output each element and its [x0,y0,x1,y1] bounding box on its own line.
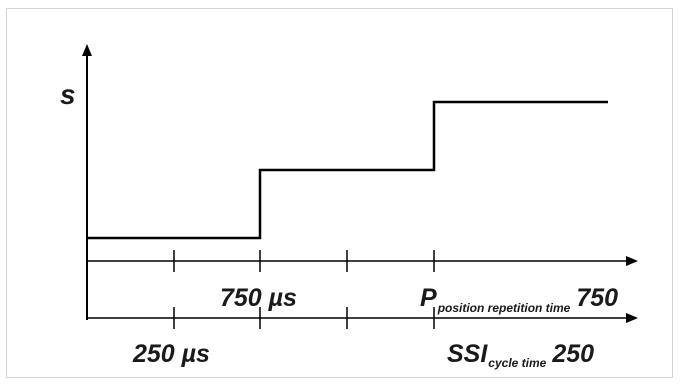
time-axis-position-ticks [173,250,435,272]
step-signal-line [87,100,608,240]
y-axis-label: s [60,79,76,110]
axis2-end-label: SSIcycle time 250 [447,340,594,370]
axis1-mid-label: 750 µs [220,284,297,312]
axis1-end-value: 750 [576,284,618,312]
axis1-end-main: P [420,284,437,312]
axis2-end-main: SSI [447,340,488,368]
axis2-mid-label: 250 µs [132,340,210,368]
axis2-end-value: 250 [551,340,594,368]
axis1-end-label: Pposition repetition time 750 [420,284,618,315]
time-axis-ssi-ticks [173,307,435,329]
axis1-end-sub: position repetition time [437,301,571,315]
figure-frame [6,8,673,378]
axis2-end-sub: cycle time [488,356,546,370]
